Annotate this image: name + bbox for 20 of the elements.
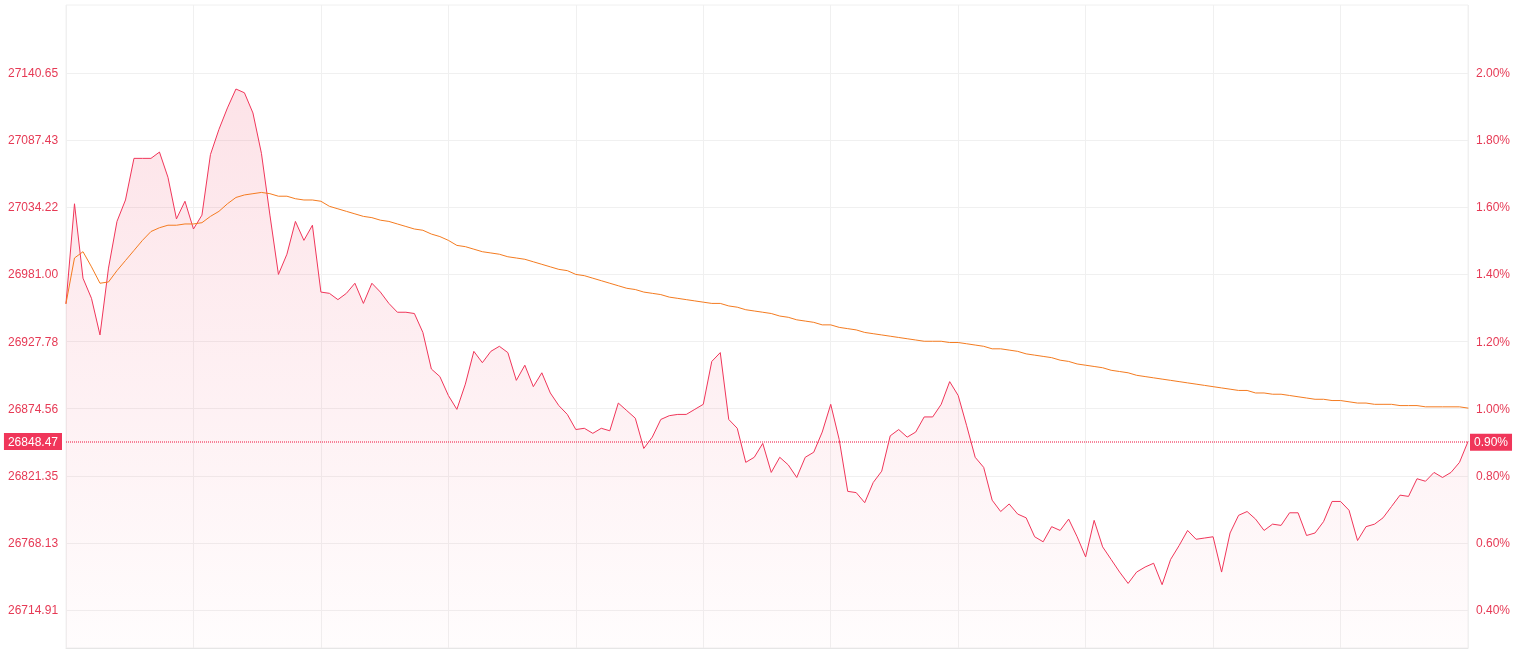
- y2-tick-label: 2.00%: [1476, 66, 1511, 81]
- y-tick-label: 26768.13: [8, 535, 59, 550]
- y2-tick-label: 0.40%: [1476, 603, 1511, 618]
- y-tick-label: 27087.43: [8, 133, 59, 148]
- y-tick-label: 27034.22: [8, 200, 59, 215]
- y-tick-label: 27140.65: [8, 66, 59, 81]
- ref-line-label: 0.90%: [1474, 435, 1509, 450]
- ref-line-label: 26848.47: [7, 434, 59, 449]
- y2-tick-label: 1.00%: [1476, 401, 1511, 416]
- y2-tick-label: 1.20%: [1476, 334, 1511, 349]
- y-tick-label: 26981.00: [8, 267, 59, 282]
- y-tick-label: 26821.35: [8, 468, 59, 483]
- y-tick-label: 26874.56: [8, 401, 59, 416]
- y2-tick-label: 0.60%: [1476, 535, 1511, 550]
- y-tick-label: 26714.91: [8, 603, 59, 618]
- y2-tick-label: 1.80%: [1476, 133, 1511, 148]
- y2-tick-label: 1.60%: [1476, 200, 1511, 215]
- y-tick-label: 26927.78: [8, 334, 59, 349]
- y2-tick-label: 0.80%: [1476, 468, 1511, 483]
- y2-tick-label: 1.40%: [1476, 267, 1511, 282]
